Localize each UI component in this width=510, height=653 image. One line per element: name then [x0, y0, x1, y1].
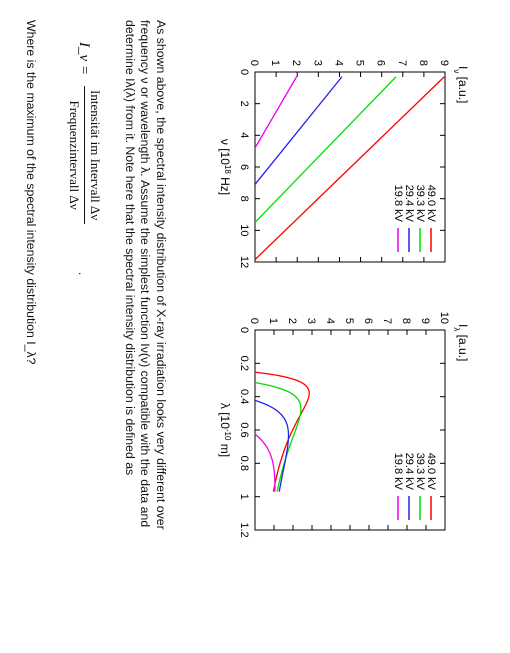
chart2-legend-label: 39.3 kV: [414, 453, 426, 491]
chart-intensity-vs-wavelength: Iλ [a.u.] 0 0.2 0.4 0.6 0.8 1 1.2 0 1 2 3 4 5 6 7 8 9 10 λ …: [215, 300, 505, 600]
chart1-series-line: [254, 76, 343, 185]
chart1-x-tick-label: 2: [238, 101, 250, 107]
formula-denominator: Frequenzintervall Δν: [67, 100, 82, 210]
problem-paragraph: As shown above, the spectral intensity d…: [122, 20, 168, 630]
formula-lhs: I_ν =: [76, 42, 92, 76]
chart2-y-tick-label: 6: [362, 318, 374, 324]
chart1-y-tick-label: 9: [438, 60, 450, 66]
chart2-y-tick-label: 7: [381, 318, 393, 324]
chart2-y-tick-label: 8: [400, 318, 412, 324]
chart1-y-tick-label: 6: [375, 60, 387, 66]
chart1-x-tick-label: 4: [238, 132, 250, 138]
chart1-legend-label: 19.8 kV: [392, 185, 404, 223]
chart1-x-tick-label: 10: [238, 224, 250, 236]
chart1-y-tick-label: 3: [311, 60, 323, 66]
chart1-x-tick-label: 0: [238, 69, 250, 75]
formula-fraction: Intensität im Intervall Δν Frequenzinter…: [64, 86, 105, 225]
chart1-y-tick-label: 5: [354, 60, 366, 66]
chart1-legend-label: 29.4 kV: [403, 185, 415, 223]
chart2-svg: Iλ [a.u.] 0 0.2 0.4 0.6 0.8 1 1.2 0 1 2 3 4 5 6 7 8 9 10 λ …: [218, 312, 471, 538]
chart2-plot-frame: [254, 329, 446, 531]
chart2-x-tick-label: 0.2: [238, 356, 250, 371]
chart2-legend-label: 19.8 kV: [392, 453, 404, 491]
chart2-x-tick-label: 1: [238, 494, 250, 500]
chart1-y-tick-label: 7: [396, 60, 408, 66]
chart2-y-axis-title: Iλ [a.u.]: [453, 324, 471, 361]
chart2-y-tick-label: 10: [438, 312, 450, 324]
paragraph-line-1: As shown above, the spectral intensity d…: [154, 20, 168, 530]
chart2-x-tick-label: 0.4: [238, 389, 250, 404]
chart1-x-tick-label: 6: [238, 164, 250, 170]
chart1-series-line: [254, 76, 298, 149]
chart1-x-tick-label: 12: [238, 256, 250, 268]
chart2-x-tick-label: 0.6: [238, 422, 250, 437]
chart2-y-tick-label: 4: [324, 318, 336, 324]
chart2-series-line: [255, 381, 302, 492]
chart2-y-tick-label: 5: [343, 318, 355, 324]
chart1-y-axis-title: Iν [a.u.]: [453, 66, 471, 103]
chart2-y-tick-label: 1: [267, 318, 279, 324]
chart1-series-line: [254, 76, 397, 223]
chart1-y-tick-label: 0: [248, 60, 260, 66]
chart1-y-tick-label: 8: [417, 60, 429, 66]
chart1-series-line: [254, 76, 445, 261]
definition-formula: I_ν = Intensität im Intervall Δν Frequen…: [59, 42, 105, 402]
chart1-y-tick-label: 2: [290, 60, 302, 66]
chart-intensity-vs-frequency: Iν [a.u.] 0 2 4 6 8 10 12 0 1 2 3 4 5 6 7 8 9 ν [1018 Hz] 4…: [215, 40, 505, 310]
chart2-x-tick-label: 0: [238, 327, 250, 333]
chart2-x-axis-title: λ [10-10 m]: [218, 403, 233, 457]
chart2-x-tick-label: 0.8: [238, 456, 250, 471]
chart2-y-tick-label: 0: [248, 318, 260, 324]
paragraph-line-3: determine Iλ(λ) from it. Note here that …: [123, 20, 137, 476]
chart1-legend-label: 39.3 kV: [414, 185, 426, 223]
chart1-legend-label: 49.0 kV: [425, 185, 437, 223]
chart2-y-tick-label: 3: [305, 318, 317, 324]
question-text: Where is the maximum of the spectral int…: [24, 20, 38, 365]
paragraph-line-2: frequency ν or wavelength λ. Assume the …: [138, 20, 153, 528]
chart2-legend-label: 49.0 kV: [425, 453, 437, 491]
formula-period: .: [76, 272, 91, 276]
chart2-series-line: [254, 399, 290, 492]
chart1-y-tick-label: 1: [269, 60, 281, 66]
chart2-series-line: [254, 433, 276, 492]
chart2-y-tick-label: 2: [286, 318, 298, 324]
chart2-x-tick-label: 1.2: [238, 522, 250, 537]
chart1-y-tick-label: 4: [332, 60, 344, 66]
chart2-legend-label: 29.4 kV: [403, 453, 415, 491]
chart1-x-tick-label: 8: [238, 196, 250, 202]
chart2-series-line: [254, 371, 310, 492]
chart2-y-tick-label: 9: [419, 318, 431, 324]
chart1-x-axis-title: ν [1018 Hz]: [218, 139, 233, 195]
formula-numerator: Intensität im Intervall Δν: [84, 86, 105, 225]
